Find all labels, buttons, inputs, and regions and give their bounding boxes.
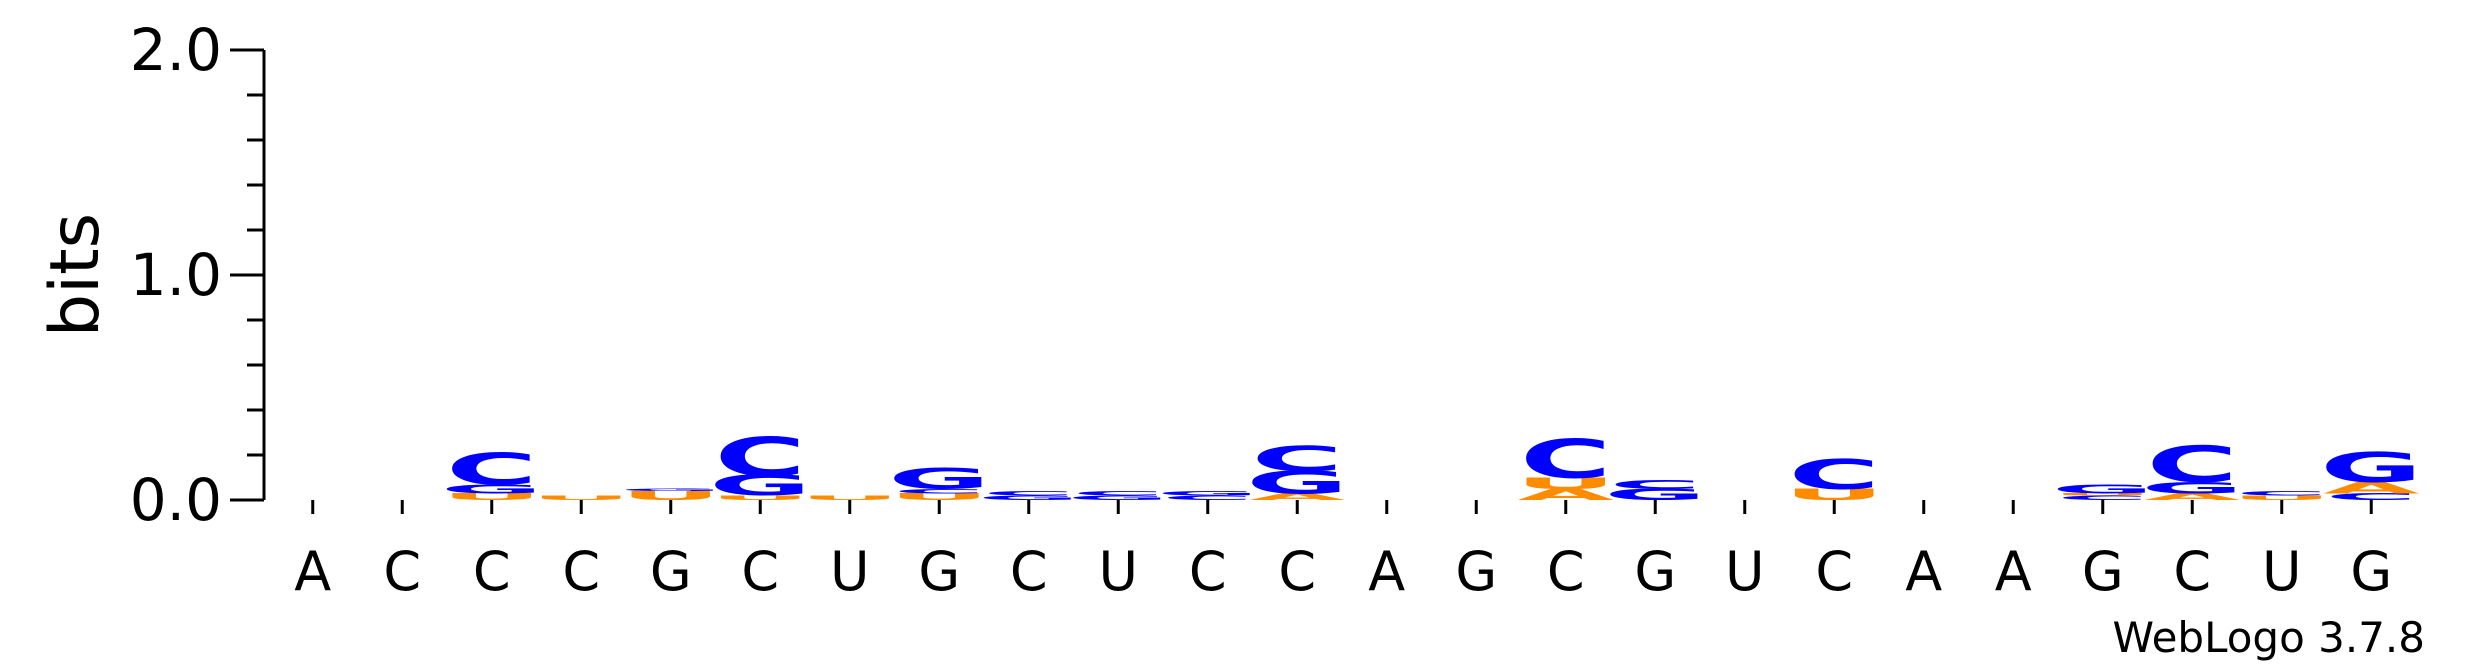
x-tick-label: G xyxy=(1634,540,1676,603)
logo-letter-C: C xyxy=(2325,491,2417,502)
x-tick-label: C xyxy=(473,540,511,603)
logo-letter-U: U xyxy=(1784,486,1885,504)
x-tick-label: C xyxy=(1010,540,1048,603)
logo-letter-C: C xyxy=(1251,439,1343,479)
weblogo-credit: WebLogo 3.7.8 xyxy=(2113,613,2426,662)
x-tick-label: C xyxy=(1278,540,1316,603)
logo-letter-G: G xyxy=(1156,490,1259,497)
x-tick-label: C xyxy=(1815,540,1853,603)
x-tick-label: C xyxy=(741,540,779,603)
logo-letter-G: G xyxy=(619,488,722,492)
y-axis-label: bits xyxy=(36,213,115,337)
logo-letter-G: G xyxy=(1604,486,1707,504)
logo-letter-C: C xyxy=(893,487,985,494)
logo-letter-C: C xyxy=(1162,494,1254,501)
x-tick-label: U xyxy=(1098,540,1138,603)
logo-letter-U: U xyxy=(889,491,990,502)
logo-letter-U: U xyxy=(799,494,900,501)
logo-letter-U: U xyxy=(620,488,721,502)
logo-letter-C: C xyxy=(2146,436,2238,494)
logo-letter-G: G xyxy=(2320,444,2423,491)
logo-letter-U: U xyxy=(531,494,632,501)
x-tick-label: A xyxy=(1995,540,2032,603)
x-tick-label: G xyxy=(2350,540,2392,603)
logo-letter-G: G xyxy=(709,470,812,503)
logo-letter-C: C xyxy=(1788,451,1880,498)
x-tick-label: C xyxy=(383,540,421,603)
logo-letter-C: C xyxy=(983,490,1075,497)
logo-letter-G: G xyxy=(888,463,991,496)
logo-letter-G: G xyxy=(2051,482,2154,496)
x-tick-label: G xyxy=(1455,540,1497,603)
logo-letter-G: G xyxy=(1246,464,1349,500)
x-tick-label: G xyxy=(918,540,960,603)
logo-letter-G: G xyxy=(440,482,543,496)
x-tick-label: G xyxy=(650,540,692,603)
logo-letter-C: C xyxy=(1609,477,1701,491)
y-ticks: 0.0 1.0 2.0 xyxy=(130,16,264,534)
logo-letter-G: G xyxy=(1067,494,1170,501)
x-tick-label: C xyxy=(1547,540,1585,603)
logo-letter-C: C xyxy=(2236,490,2328,497)
x-tick-label: C xyxy=(1189,540,1227,603)
x-tick-label: A xyxy=(1368,540,1405,603)
x-tick-label: U xyxy=(1725,540,1765,603)
logo-letter-C: C xyxy=(2057,494,2149,501)
x-tick-label: A xyxy=(294,540,331,603)
logo-letter-U: U xyxy=(2052,493,2154,497)
y-tick-label: 2.0 xyxy=(130,16,222,84)
logo-letter-U: U xyxy=(1515,474,1616,492)
x-tick-label: U xyxy=(2262,540,2302,603)
x-tick-label: G xyxy=(2082,540,2124,603)
logo-letter-A: A xyxy=(2323,479,2420,497)
logo-letter-G: G xyxy=(977,494,1080,501)
logo-letter-C: C xyxy=(1072,490,1164,497)
logo-letter-G: G xyxy=(2141,479,2244,497)
logo-letter-U: U xyxy=(441,491,542,502)
y-tick-label: 1.0 xyxy=(130,241,222,309)
logo-letter-U: U xyxy=(2231,494,2332,501)
x-tick-label: U xyxy=(830,540,870,603)
logo-letter-U: U xyxy=(710,494,811,501)
y-tick-label: 0.0 xyxy=(130,466,222,534)
logo-letter-C: C xyxy=(714,426,806,488)
logo-letter-A: A xyxy=(1517,486,1614,504)
x-tick-label: A xyxy=(1905,540,1942,603)
logo-letter-A: A xyxy=(1249,491,1346,502)
logo-letter-C: C xyxy=(446,444,538,495)
logo-letter-A: A xyxy=(2144,491,2241,502)
x-tick-label: C xyxy=(562,540,600,603)
logo-letter-C: C xyxy=(1520,428,1612,490)
x-tick-label: C xyxy=(2173,540,2211,603)
